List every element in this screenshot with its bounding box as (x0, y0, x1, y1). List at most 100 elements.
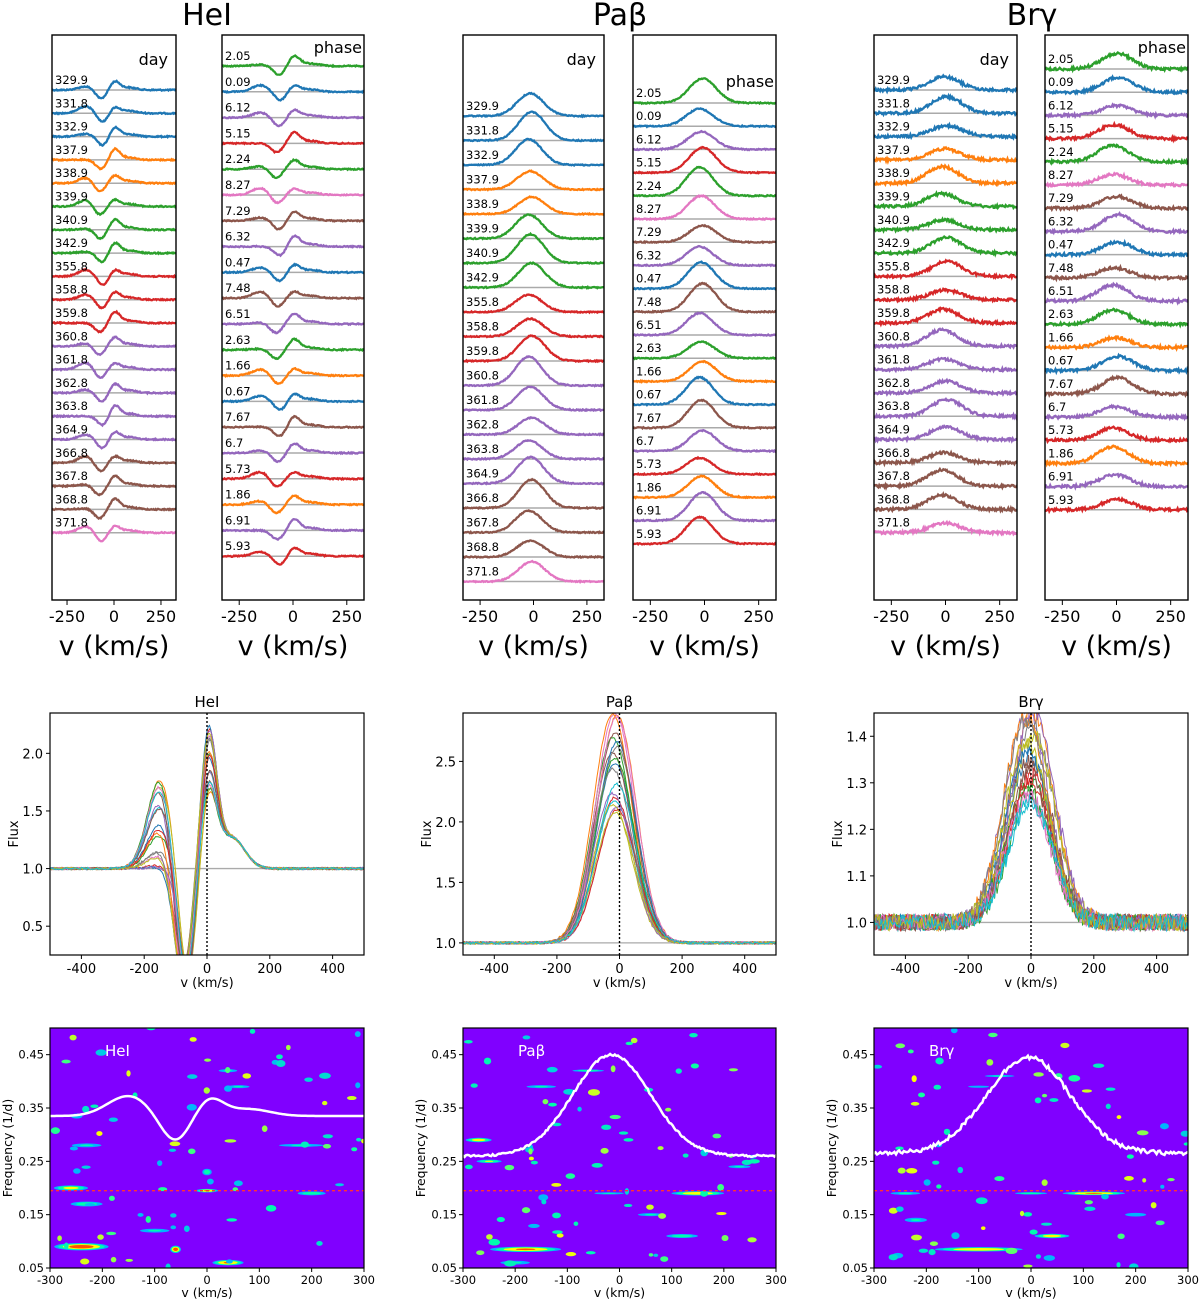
spectrum-trace (222, 337, 364, 361)
power-speckle (61, 1059, 71, 1064)
spectrum-trace (463, 355, 604, 388)
x-tick-label: 300 (353, 1273, 375, 1287)
y-tick-label: 1.0 (846, 916, 867, 931)
power-speckle (1180, 1130, 1188, 1137)
x-tick-label: 0 (109, 607, 119, 626)
power-contour (993, 1075, 1007, 1077)
x-axis-label: v (km/s) (890, 631, 1001, 662)
spectrum-trace (874, 287, 1017, 304)
spectrum-trace (874, 466, 1017, 492)
x-tick-label: 250 (1155, 607, 1186, 626)
periodogram-panels: HeI -300 -200 -100 0 100 200 300 0.05 0.15 0.25 0.3… (0, 1027, 1199, 1300)
y-axis-label: Flux (831, 820, 846, 847)
power-speckle (1117, 1233, 1125, 1240)
phase-label: 5.93 (1048, 493, 1074, 507)
phase-label: 6.12 (1048, 98, 1074, 112)
spectrum-trace (222, 262, 364, 283)
power-speckle (95, 1049, 107, 1056)
spectrum-trace (222, 470, 364, 488)
day-label: 364.9 (55, 423, 88, 437)
spectrum-trace (222, 83, 364, 102)
phase-label: 0.47 (225, 255, 251, 269)
power-speckle (1142, 1178, 1147, 1183)
spectrum-trace (222, 442, 364, 464)
phase-label: 6.7 (636, 434, 654, 448)
day-stack-panel: 329.9 331.8 332.9 337.9 338.9 339.9 340.9 342.9… (462, 34, 605, 662)
power-speckle (587, 1089, 600, 1096)
day-heading: day (139, 50, 168, 69)
power-speckle (108, 1117, 118, 1122)
spectrum-trace (222, 210, 364, 231)
periodogram-panel: Brγ -300 -200 -100 0 100 200 300 0.05 0.15 0.25 0.3… (824, 1027, 1199, 1300)
x-tick-label: 200 (301, 1273, 323, 1287)
periodogram-background (463, 1028, 776, 1268)
day-label: 355.8 (466, 295, 499, 309)
x-tick-label: 0 (528, 607, 538, 626)
day-label: 362.8 (877, 376, 910, 390)
stack-panels: HeI 329.9 331.8 332.9 337.9 338.9 339.9 340.9 34… (49, 0, 1189, 662)
power-speckle (1167, 1178, 1175, 1182)
power-speckle (168, 1148, 177, 1152)
power-speckle (355, 1082, 361, 1089)
phase-label: 2.63 (636, 341, 662, 355)
power-contour (515, 1248, 536, 1251)
spectrum-trace (1045, 472, 1188, 491)
y-tick-label: 0.05 (842, 1261, 868, 1275)
power-speckle (986, 1059, 994, 1066)
spectrum-trace (633, 165, 776, 198)
power-speckle (625, 1041, 634, 1046)
x-tick-label: 200 (1125, 1273, 1147, 1287)
x-axis-label: v (km/s) (59, 631, 170, 662)
power-speckle (483, 1057, 492, 1065)
spectrum-trace (52, 474, 176, 497)
power-speckle (888, 1207, 898, 1214)
x-tick-label: 400 (732, 962, 757, 977)
day-heading: day (567, 50, 596, 69)
power-speckle (551, 1182, 562, 1187)
spectrum-trace (1045, 102, 1188, 120)
power-speckle (988, 1032, 998, 1038)
power-speckle (170, 1213, 177, 1218)
power-speckle (276, 1060, 286, 1067)
x-tick-label: 250 (332, 607, 363, 626)
spectrum-trace (52, 497, 176, 520)
phase-label: 0.67 (1048, 354, 1074, 368)
power-speckle (346, 1096, 357, 1101)
x-axis-label: v (km/s) (478, 631, 589, 662)
spectrum-trace (222, 186, 364, 205)
power-speckle (728, 1068, 738, 1072)
power-speckle (356, 1137, 362, 1142)
y-tick-label: 0.25 (431, 1154, 457, 1168)
power-speckle (577, 1106, 582, 1112)
power-speckle (157, 1160, 163, 1166)
power-speckle (110, 1256, 117, 1263)
y-tick-label: 0.25 (842, 1154, 868, 1168)
phase-label: 8.27 (636, 202, 662, 216)
spectrum-trace (52, 524, 176, 543)
y-axis-label: Frequency (1/d) (0, 1099, 15, 1197)
y-axis-label: Flux (420, 820, 435, 847)
phase-label: 6.91 (636, 504, 662, 518)
power-speckle (183, 1225, 190, 1233)
spectrum-trace (874, 377, 1017, 397)
power-speckle (552, 1212, 561, 1219)
y-tick-label: 0.15 (431, 1208, 457, 1222)
spectrum-trace (463, 91, 604, 119)
phase-label: 5.93 (636, 527, 662, 541)
spectrum-trace (463, 261, 604, 290)
y-tick-label: 0.35 (842, 1101, 868, 1115)
power-speckle (249, 1028, 256, 1034)
phase-label: 5.73 (636, 457, 662, 471)
power-speckle (335, 1183, 344, 1187)
phase-label: 0.09 (636, 109, 662, 123)
day-label: 362.8 (466, 418, 499, 432)
spectrum-trace (463, 508, 604, 535)
stack-traces (874, 73, 1017, 537)
spectrum-trace (463, 137, 604, 168)
power-speckle (304, 1077, 313, 1082)
y-tick-label: 2.5 (435, 755, 456, 770)
x-tick-label: -100 (554, 1273, 580, 1287)
spectrum-trace (222, 130, 364, 154)
flux-trace (463, 805, 776, 945)
power-speckle (1041, 1093, 1048, 1098)
